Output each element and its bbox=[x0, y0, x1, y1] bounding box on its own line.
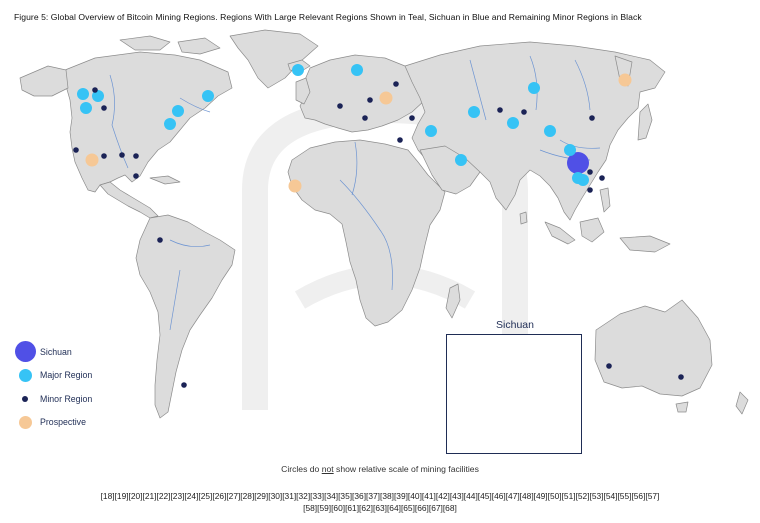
legend-label: Major Region bbox=[40, 370, 93, 381]
minor-marker bbox=[589, 115, 595, 121]
minor-marker bbox=[362, 115, 368, 121]
note-text: Circles do bbox=[281, 464, 322, 474]
minor-marker bbox=[133, 153, 139, 159]
major-marker bbox=[544, 125, 556, 137]
cuba bbox=[149, 175, 181, 185]
borneo bbox=[579, 217, 605, 243]
tasmania bbox=[675, 401, 689, 413]
note-text-end: show relative scale of mining facilities bbox=[333, 464, 479, 474]
minor-marker bbox=[157, 237, 163, 243]
continents bbox=[19, 29, 749, 419]
legend-label: Sichuan bbox=[40, 346, 72, 357]
great-britain bbox=[295, 77, 311, 105]
minor-marker bbox=[587, 187, 593, 193]
canadian-arctic bbox=[119, 35, 221, 55]
central-america bbox=[99, 181, 159, 219]
greenland bbox=[229, 29, 319, 89]
major-marker bbox=[80, 102, 92, 114]
sri-lanka bbox=[519, 211, 528, 225]
minor-marker bbox=[133, 173, 139, 179]
minor-marker bbox=[393, 81, 399, 87]
prospective-marker bbox=[379, 91, 393, 105]
inset-title: Sichuan bbox=[496, 319, 534, 331]
minor-marker bbox=[397, 137, 403, 143]
minor-marker bbox=[521, 109, 527, 115]
minor-marker-icon bbox=[22, 395, 28, 402]
europe bbox=[299, 54, 426, 133]
map-legend: Sichuan Major Region Minor Region Prospe… bbox=[12, 340, 92, 434]
madagascar bbox=[445, 283, 461, 319]
japan bbox=[637, 103, 653, 141]
minor-marker bbox=[599, 175, 605, 181]
new-guinea bbox=[619, 235, 671, 253]
world-map bbox=[19, 29, 749, 441]
legend-item-major: Major Region bbox=[12, 364, 92, 388]
minor-marker bbox=[587, 169, 593, 175]
major-marker bbox=[351, 64, 363, 76]
references: [18][19][20][21][22][23][24][25][26][27]… bbox=[20, 490, 740, 514]
legend-label: Minor Region bbox=[40, 393, 93, 404]
major-marker bbox=[425, 125, 437, 137]
minor-marker bbox=[606, 363, 612, 369]
prospective-marker-icon bbox=[18, 415, 32, 429]
minor-marker bbox=[367, 97, 373, 103]
major-marker bbox=[455, 154, 467, 166]
minor-marker bbox=[678, 374, 684, 380]
major-marker bbox=[77, 88, 89, 100]
minor-marker bbox=[181, 382, 187, 388]
minor-marker bbox=[497, 107, 503, 113]
sichuan-inset-frame bbox=[446, 334, 582, 454]
legend-item-minor: Minor Region bbox=[12, 387, 92, 411]
minor-marker bbox=[92, 87, 98, 93]
major-marker bbox=[92, 90, 104, 102]
philippines bbox=[599, 187, 611, 213]
major-marker bbox=[528, 82, 540, 94]
north-america bbox=[59, 51, 233, 193]
minor-marker bbox=[337, 103, 343, 109]
minor-marker bbox=[101, 105, 107, 111]
major-marker-icon bbox=[18, 368, 32, 382]
prospective-marker bbox=[618, 73, 632, 87]
minor-marker bbox=[73, 147, 79, 153]
references-line-1: [18][19][20][21][22][23][24][25][26][27]… bbox=[100, 491, 660, 501]
sumatra bbox=[544, 221, 576, 245]
prospective-marker bbox=[85, 153, 99, 167]
prospective-marker bbox=[288, 179, 302, 193]
legend-item-prospective: Prospective bbox=[12, 411, 92, 435]
minor-marker bbox=[119, 152, 125, 158]
scale-note: Circles do not show relative scale of mi… bbox=[0, 464, 760, 474]
new-zealand bbox=[735, 391, 749, 415]
major-marker bbox=[172, 105, 184, 117]
australia bbox=[594, 299, 713, 397]
major-marker bbox=[202, 90, 214, 102]
major-marker bbox=[564, 144, 576, 156]
references-line-2: [58][59][60][61][62][63][64][65][66][67]… bbox=[303, 503, 457, 513]
legend-item-sichuan: Sichuan bbox=[12, 340, 92, 364]
figure-title: Figure 5: Global Overview of Bitcoin Min… bbox=[14, 12, 642, 22]
sichuan-marker bbox=[567, 152, 589, 174]
africa bbox=[287, 139, 446, 327]
minor-marker bbox=[101, 153, 107, 159]
major-marker bbox=[572, 172, 584, 184]
alaska bbox=[19, 65, 69, 97]
south-america bbox=[135, 214, 236, 419]
legend-label: Prospective bbox=[40, 417, 86, 428]
note-emphasis: not bbox=[321, 464, 334, 474]
minor-marker bbox=[409, 115, 415, 121]
sichuan-marker-icon bbox=[14, 341, 36, 363]
major-marker bbox=[164, 118, 176, 130]
major-marker bbox=[292, 64, 304, 76]
major-marker bbox=[468, 106, 480, 118]
major-marker bbox=[507, 117, 519, 129]
